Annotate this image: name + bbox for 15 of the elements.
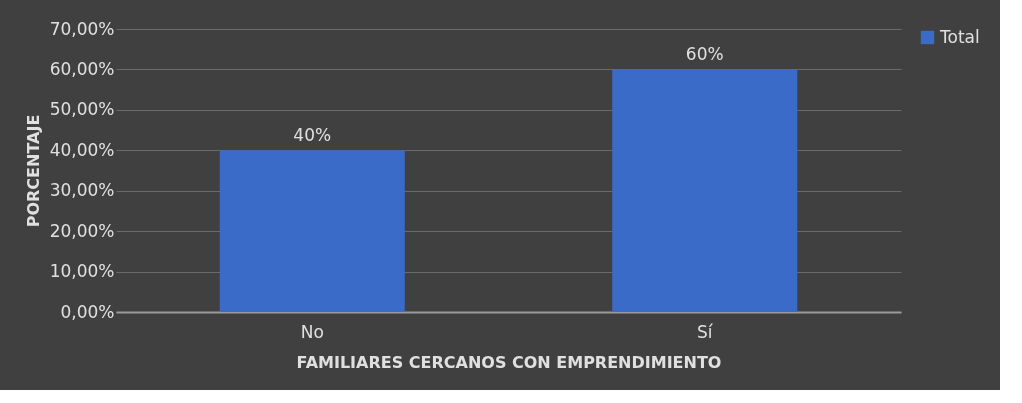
y-tick-label: 0,00% [60,301,115,322]
legend-label: Total [939,26,980,47]
y-tick-label: 30,00% [49,180,115,201]
x-tick-label: Sí [696,321,714,342]
y-tick-label: 20,00% [49,220,115,241]
y-tick-label: 50,00% [49,99,115,120]
x-axis-title: FAMILIARES CERCANOS CON EMPRENDIMIENTO [296,352,722,372]
y-tick-label: 70,00% [49,18,115,39]
y-tick-label: 60,00% [49,58,115,79]
data-label: 40% [293,125,332,146]
data-label: 60% [685,44,724,65]
y-tick-label: 10,00% [49,261,115,282]
x-tick-label: No [300,321,324,342]
y-tick-label: 40,00% [49,139,115,160]
y-axis-title: PORCENTAJE [23,114,43,228]
